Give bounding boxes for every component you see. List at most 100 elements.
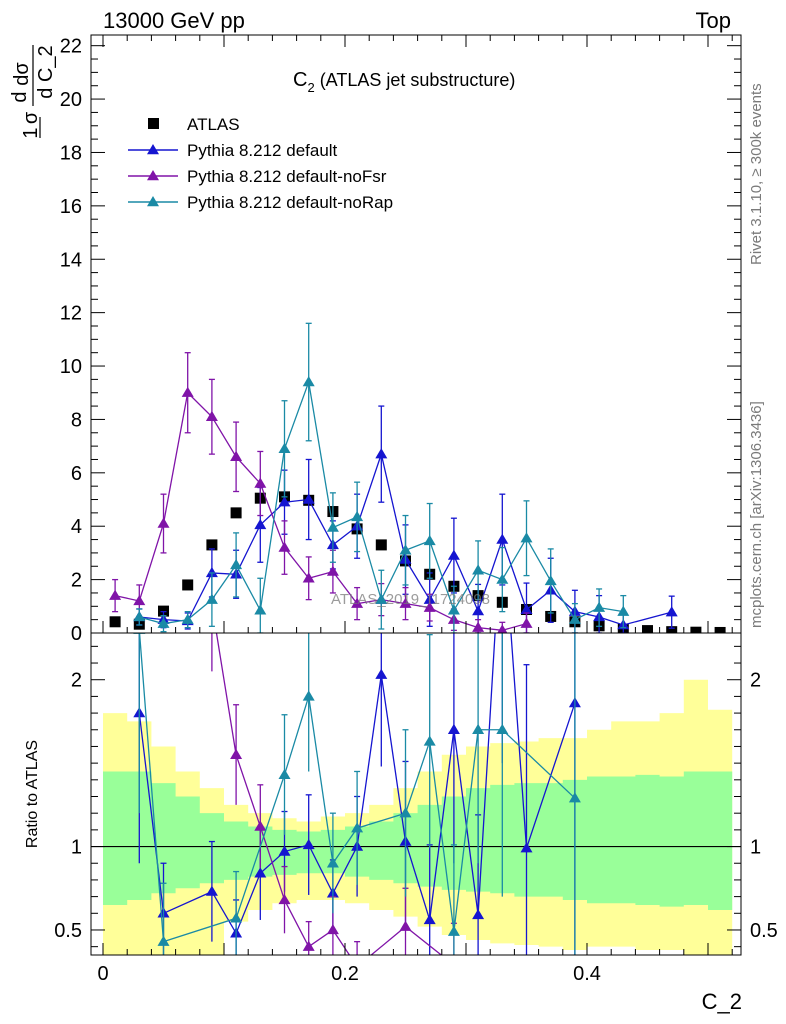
- series-marker: [205, 593, 218, 604]
- ratio-marker: [157, 935, 170, 946]
- data-point: [109, 616, 121, 628]
- ratio-frame: [90, 632, 742, 956]
- data-point: [375, 539, 387, 551]
- ratio-y-tick-label-right: 1: [750, 837, 761, 859]
- series-marker: [157, 617, 170, 628]
- series-marker: [544, 574, 557, 586]
- series-marker: [568, 613, 581, 624]
- x-axis-label: C_2: [702, 989, 742, 1014]
- ylabel-d: d: [9, 91, 31, 102]
- y-tick-label: 8: [71, 409, 82, 431]
- series-marker: [447, 604, 460, 615]
- series-marker: [351, 510, 364, 522]
- legend: ATLAS Pythia 8.212 default Pythia 8.212 de…: [128, 115, 393, 212]
- series-marker: [181, 613, 194, 624]
- ratio-marker: [278, 845, 291, 856]
- series-marker: [375, 448, 388, 459]
- series-marker: [351, 597, 364, 608]
- x-tick-label: 0: [97, 963, 108, 985]
- ratio-marker: [302, 940, 315, 951]
- y-tick-label: 12: [60, 303, 82, 325]
- series-marker: [157, 517, 170, 528]
- plot-title-sub: 2: [307, 80, 314, 95]
- series-marker: [181, 386, 194, 397]
- legend-entry: Pythia 8.212 default: [128, 141, 338, 160]
- ratio-series-2: [133, 633, 581, 955]
- ratio-marker: [423, 735, 436, 746]
- series-marker: [472, 605, 485, 616]
- series-marker: [254, 518, 267, 530]
- ratio-marker: [448, 959, 460, 969]
- data-point: [690, 626, 702, 633]
- legend-marker: [147, 144, 159, 155]
- ratio-marker: [375, 668, 388, 679]
- ratio-marker: [447, 723, 460, 734]
- ratio-marker: [472, 908, 485, 920]
- y-tick-label: 18: [60, 142, 82, 164]
- ratio-marker: [472, 723, 485, 734]
- data-point: [642, 625, 653, 633]
- ratio-y-tick-label: 2: [71, 670, 82, 692]
- series-marker: [423, 601, 436, 612]
- series-marker: [593, 601, 606, 612]
- ratio-marker: [399, 807, 412, 818]
- data-point: [206, 539, 218, 551]
- legend-label: Pythia 8.212 default: [187, 141, 338, 160]
- main-ylabel: 1 σ d dσ d C_2: [9, 45, 57, 139]
- legend-label: Pythia 8.212 default-noRap: [187, 193, 393, 212]
- series-marker: [497, 624, 508, 633]
- process-label: Top: [696, 8, 731, 33]
- series-marker: [447, 549, 460, 560]
- legend-marker: [148, 118, 159, 129]
- data-point: [182, 579, 194, 591]
- data-point: [714, 626, 726, 633]
- series-marker: [520, 532, 533, 543]
- plot-title-rest: (ATLAS jet substructure): [315, 70, 516, 90]
- ratio-marker: [278, 893, 291, 905]
- series-marker: [472, 621, 485, 632]
- legend-label: ATLAS: [187, 115, 240, 134]
- series-marker: [254, 477, 267, 488]
- ratio-marker: [254, 867, 267, 878]
- series-marker: [399, 544, 412, 555]
- y-tick-label: 6: [71, 463, 82, 485]
- y-tick-label: 2: [71, 570, 82, 592]
- ylabel-dsigma: dσ: [11, 62, 33, 86]
- watermark-label: ATLAS_2019_I1724098: [331, 591, 490, 608]
- legend-entry: ATLAS: [148, 115, 240, 134]
- ratio-marker: [326, 923, 339, 935]
- y-tick-label: 14: [60, 249, 82, 271]
- legend-marker: [147, 196, 159, 207]
- ratio-y-tick-label-right: 0.5: [750, 920, 778, 942]
- series-marker: [375, 593, 388, 604]
- ratio-marker: [254, 820, 267, 831]
- ratio-marker: [568, 792, 581, 803]
- y-tick-label: 0: [71, 623, 82, 645]
- ratio-y-tick-label: 0.5: [54, 920, 82, 942]
- series-marker: [520, 617, 533, 628]
- ratio-marker: [230, 912, 243, 923]
- series-marker: [278, 541, 291, 552]
- series-marker: [326, 521, 339, 532]
- series-marker: [133, 610, 146, 622]
- mcplots-label: mcplots.cern.ch [arXiv:1306.3436]: [748, 401, 765, 628]
- series-marker: [278, 442, 291, 453]
- ratio-ylabel: Ratio to ATLAS: [24, 740, 41, 848]
- ratio-marker: [399, 920, 412, 931]
- ratio-marker: [205, 885, 218, 896]
- series-marker: [254, 604, 267, 615]
- legend-entry: Pythia 8.212 default-noRap: [128, 193, 393, 212]
- legend-label: Pythia 8.212 default-noFsr: [187, 167, 387, 186]
- series-marker: [496, 533, 509, 544]
- ratio-marker: [302, 838, 315, 850]
- ratio-marker: [302, 690, 315, 701]
- series-marker: [205, 410, 218, 421]
- series-marker: [205, 566, 218, 578]
- plot-title-main: C: [293, 69, 307, 91]
- series-marker: [109, 589, 122, 600]
- ratio-marker: [423, 913, 436, 925]
- y-tick-label: 10: [60, 356, 82, 378]
- x-tick-label: 0.4: [573, 963, 601, 985]
